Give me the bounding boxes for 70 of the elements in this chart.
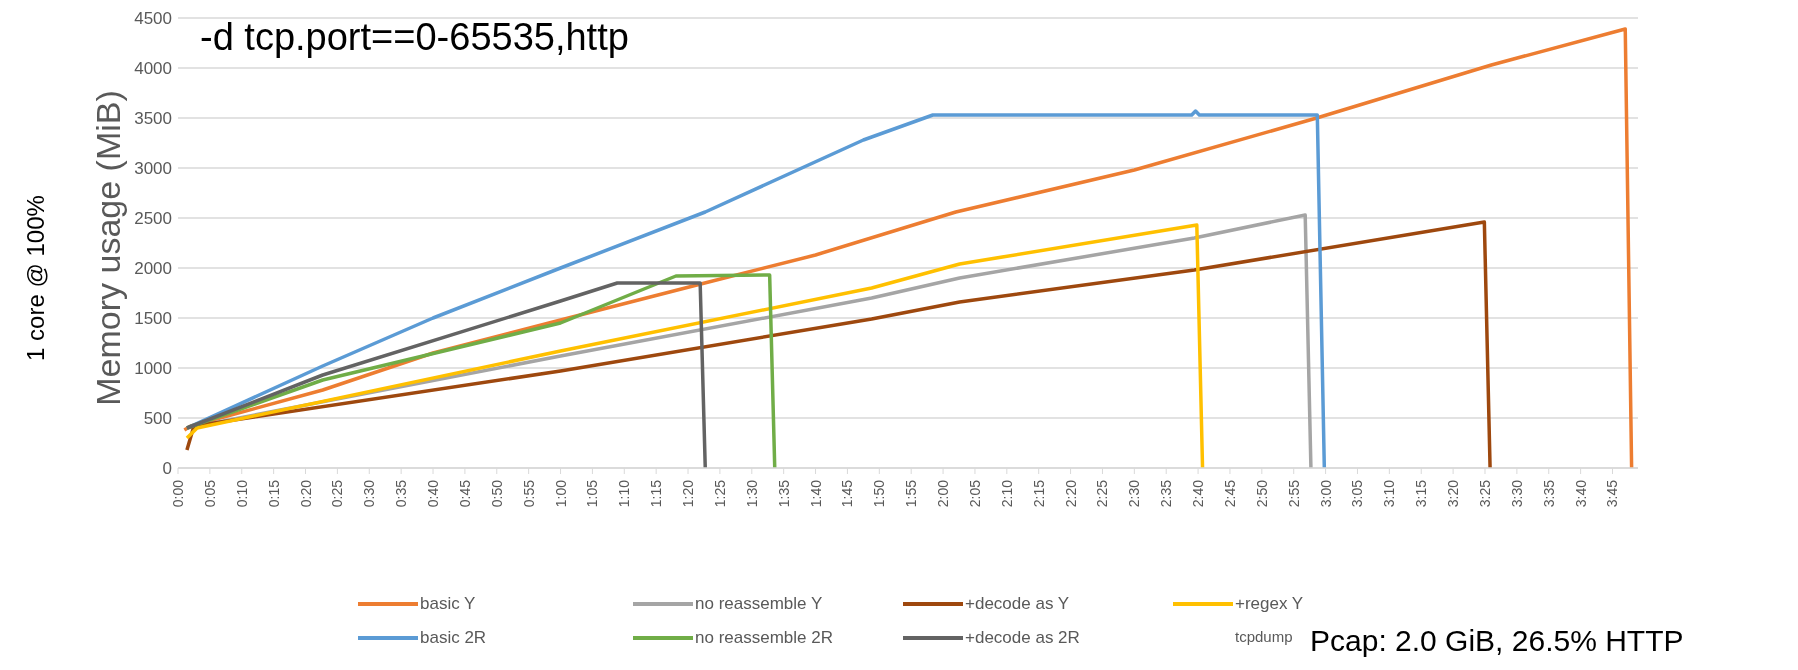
x-tick-label: 2:10 xyxy=(998,479,1015,508)
x-tick-label: 1:40 xyxy=(807,479,824,508)
legend-label: basic Y xyxy=(420,594,476,614)
x-tick-label: 3:30 xyxy=(1508,479,1525,508)
x-tick-label: 3:00 xyxy=(1317,479,1334,508)
x-tick-label: 1:45 xyxy=(839,479,856,508)
x-tick-label: 1:15 xyxy=(648,479,665,508)
x-tick-label: 3:15 xyxy=(1413,479,1430,508)
y-tick-label: 2000 xyxy=(134,258,172,278)
line-series xyxy=(185,220,1492,468)
y-tick-label: 500 xyxy=(143,408,172,428)
x-tick-label: 0:20 xyxy=(297,479,314,508)
y-tick-label: 3500 xyxy=(134,108,172,128)
x-tick-label: 0:00 xyxy=(170,479,186,508)
x-tick-label: 2:40 xyxy=(1190,479,1207,508)
x-tick-label: 0:35 xyxy=(393,479,410,508)
x-tick-label: 3:35 xyxy=(1540,479,1557,508)
x-tick-label: 2:55 xyxy=(1285,479,1302,508)
x-tick-label: 0:30 xyxy=(361,479,378,508)
legend-label: basic 2R xyxy=(420,628,487,648)
x-tick-label: 2:50 xyxy=(1253,479,1270,508)
text: 1 core @ 100% xyxy=(22,195,50,361)
x-tick-label: 0:45 xyxy=(456,479,473,508)
legend-label: +regex Y xyxy=(1235,594,1304,614)
x-tick-label: 3:05 xyxy=(1349,479,1366,508)
x-tick-label: 1:20 xyxy=(680,479,697,508)
y-tick-label: 1500 xyxy=(134,308,172,328)
y-axis-title: Memory usage (MiB) xyxy=(88,90,128,406)
x-tick-label: 2:15 xyxy=(1030,479,1047,508)
y-tick-label: 4000 xyxy=(134,58,172,78)
x-tick-label: 2:05 xyxy=(966,479,983,508)
x-tick-label: 0:25 xyxy=(329,479,346,508)
x-tick-label: 2:45 xyxy=(1221,479,1238,508)
x-tick-label: 0:55 xyxy=(520,479,537,508)
x-tick-label: 1:55 xyxy=(903,479,920,508)
x-tick-label: 1:00 xyxy=(552,479,569,508)
x-tick-label: 0:05 xyxy=(201,479,218,508)
text: Pcap: 2.0 GiB, 26.5% HTTP xyxy=(1310,624,1684,658)
x-tick-label: 1:10 xyxy=(616,479,633,508)
y-tick-label: 1000 xyxy=(134,358,172,378)
y-tick-label: 4500 xyxy=(134,8,172,28)
text: tcpdump xyxy=(1235,628,1293,645)
x-tick-label: 3:10 xyxy=(1381,479,1398,508)
y-tick-label: 3000 xyxy=(134,158,172,178)
x-tick-label: 1:30 xyxy=(743,479,760,508)
x-tick-label: 1:25 xyxy=(711,479,728,508)
x-tick-label: 2:20 xyxy=(1062,479,1079,508)
x-tick-label: 0:50 xyxy=(488,479,505,508)
x-tick-label: 0:40 xyxy=(425,479,442,508)
x-tick-label: 0:10 xyxy=(233,479,250,508)
x-tick-label: 0:15 xyxy=(265,479,282,508)
legend-label: no reassemble Y xyxy=(695,594,823,614)
x-tick-label: 2:00 xyxy=(935,479,952,508)
x-tick-label: 1:50 xyxy=(871,479,888,508)
x-tick-label: 3:40 xyxy=(1572,479,1589,508)
x-tick-label: 2:25 xyxy=(1094,479,1111,508)
x-tick-label: 3:45 xyxy=(1604,479,1621,508)
x-tick-label: 3:20 xyxy=(1445,479,1462,508)
legend-label: +decode as 2R xyxy=(965,628,1080,648)
legend-label: +decode as Y xyxy=(965,594,1070,614)
x-tick-label: 1:35 xyxy=(775,479,792,508)
x-tick-label: 1:05 xyxy=(584,479,601,508)
chart-title: -d tcp.port==0-65535,http xyxy=(200,16,629,59)
y-tick-label: 2500 xyxy=(134,208,172,228)
legend-label: no reassemble 2R xyxy=(695,628,833,648)
x-tick-label: 2:30 xyxy=(1126,479,1143,508)
x-tick-label: 2:35 xyxy=(1158,479,1175,508)
y-tick-label: 0 xyxy=(162,458,172,478)
line-series xyxy=(185,281,708,468)
x-tick-label: 3:25 xyxy=(1476,479,1493,508)
